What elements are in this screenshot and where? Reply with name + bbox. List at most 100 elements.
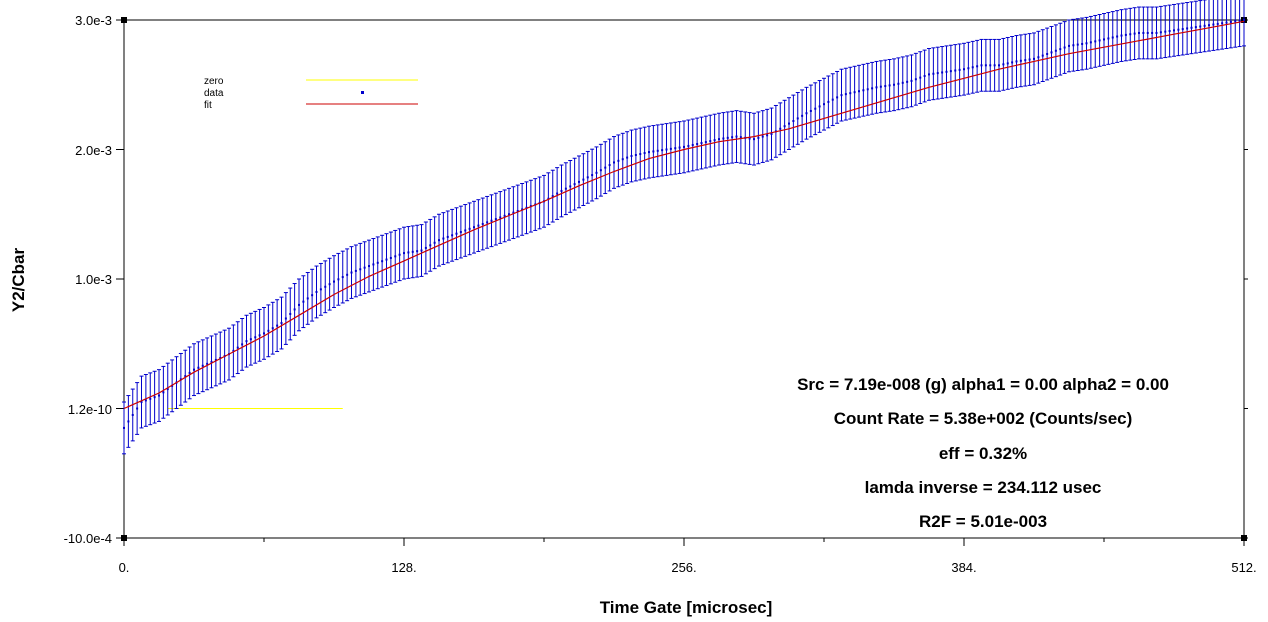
data-point bbox=[643, 152, 646, 155]
data-point bbox=[499, 216, 502, 219]
x-tick-label: 384. bbox=[951, 560, 976, 575]
data-point bbox=[276, 324, 279, 327]
y-tick-label: 2.0e-3 bbox=[75, 143, 112, 158]
data-point bbox=[836, 96, 839, 99]
data-point bbox=[407, 251, 410, 254]
y-tick-label: 1.2e-10 bbox=[68, 402, 112, 417]
data-point bbox=[158, 394, 160, 397]
data-point bbox=[945, 70, 948, 73]
data-point bbox=[599, 169, 602, 172]
data-point bbox=[153, 396, 156, 399]
data-point bbox=[591, 174, 594, 177]
data-point bbox=[429, 244, 432, 247]
data-point bbox=[416, 250, 419, 253]
data-point bbox=[578, 180, 580, 183]
data-point bbox=[1089, 41, 1092, 44]
data-point bbox=[713, 139, 716, 142]
data-point bbox=[551, 195, 554, 198]
data-point bbox=[910, 79, 913, 82]
data-point bbox=[648, 151, 650, 154]
x-tick-label: 128. bbox=[391, 560, 416, 575]
data-point bbox=[928, 73, 930, 76]
data-point bbox=[726, 136, 729, 139]
data-point bbox=[328, 283, 331, 286]
data-point bbox=[184, 375, 187, 378]
data-point bbox=[936, 72, 939, 75]
data-point bbox=[411, 250, 414, 253]
data-point bbox=[608, 164, 611, 167]
data-point bbox=[468, 227, 471, 230]
data-point bbox=[236, 346, 239, 349]
data-point bbox=[1068, 44, 1070, 47]
data-point bbox=[363, 266, 366, 269]
data-point bbox=[989, 64, 992, 67]
data-point bbox=[214, 358, 217, 361]
data-point bbox=[919, 76, 922, 79]
data-point bbox=[1081, 42, 1084, 45]
data-point bbox=[1059, 48, 1062, 51]
data-point bbox=[941, 71, 944, 74]
data-point bbox=[696, 142, 699, 145]
x-tick-label: 256. bbox=[671, 560, 696, 575]
data-point bbox=[652, 150, 655, 153]
data-point bbox=[1181, 28, 1184, 31]
data-point bbox=[289, 312, 292, 315]
data-point bbox=[809, 109, 812, 112]
legend-label-fit: fit bbox=[204, 100, 212, 111]
data-point bbox=[858, 90, 860, 93]
data-point bbox=[573, 183, 576, 186]
data-point bbox=[490, 219, 493, 222]
data-point bbox=[954, 69, 957, 72]
data-point bbox=[753, 138, 755, 141]
data-point bbox=[1015, 60, 1018, 63]
data-point bbox=[464, 229, 467, 232]
legend-label-data: data bbox=[204, 88, 224, 99]
data-point bbox=[604, 166, 607, 169]
data-point bbox=[1186, 27, 1189, 30]
data-point bbox=[1129, 33, 1132, 36]
data-point bbox=[1063, 46, 1066, 49]
data-point bbox=[1151, 31, 1154, 34]
data-point bbox=[901, 81, 904, 84]
annotation-lamda-inverse: lamda inverse = 234.112 usec bbox=[865, 478, 1102, 497]
data-point bbox=[757, 136, 760, 139]
data-point bbox=[967, 67, 970, 70]
data-series bbox=[122, 0, 1246, 455]
data-point bbox=[823, 103, 825, 106]
data-point bbox=[665, 148, 668, 151]
data-point bbox=[473, 226, 475, 229]
data-point bbox=[906, 80, 909, 83]
data-point bbox=[455, 232, 458, 235]
data-point bbox=[315, 290, 318, 293]
data-point bbox=[1072, 44, 1075, 47]
data-point bbox=[131, 413, 134, 416]
data-point bbox=[193, 368, 195, 371]
data-point bbox=[586, 176, 589, 179]
data-point bbox=[433, 241, 436, 244]
x-axis-title: Time Gate [microsec] bbox=[600, 598, 773, 617]
x-axis-ticks bbox=[123, 538, 1245, 546]
data-point bbox=[1208, 24, 1210, 27]
legend-label-zero: zero bbox=[204, 76, 224, 87]
data-point bbox=[844, 93, 847, 96]
data-point bbox=[197, 366, 200, 369]
fit-series bbox=[123, 20, 1245, 410]
data-point bbox=[674, 147, 677, 150]
data-point bbox=[1054, 49, 1057, 52]
data-point bbox=[333, 280, 335, 283]
data-point bbox=[761, 135, 764, 138]
annotation-src: Src = 7.19e-008 (g) alpha1 = 0.00 alpha2… bbox=[797, 375, 1169, 394]
data-point bbox=[354, 269, 357, 272]
data-point bbox=[862, 89, 865, 92]
data-point bbox=[1111, 36, 1114, 39]
data-point bbox=[691, 143, 694, 146]
data-point bbox=[368, 265, 370, 268]
data-point bbox=[1164, 30, 1167, 33]
data-point bbox=[512, 211, 515, 214]
data-point bbox=[341, 276, 344, 279]
data-point bbox=[801, 114, 804, 117]
data-point bbox=[923, 75, 926, 78]
data-point bbox=[206, 362, 209, 365]
